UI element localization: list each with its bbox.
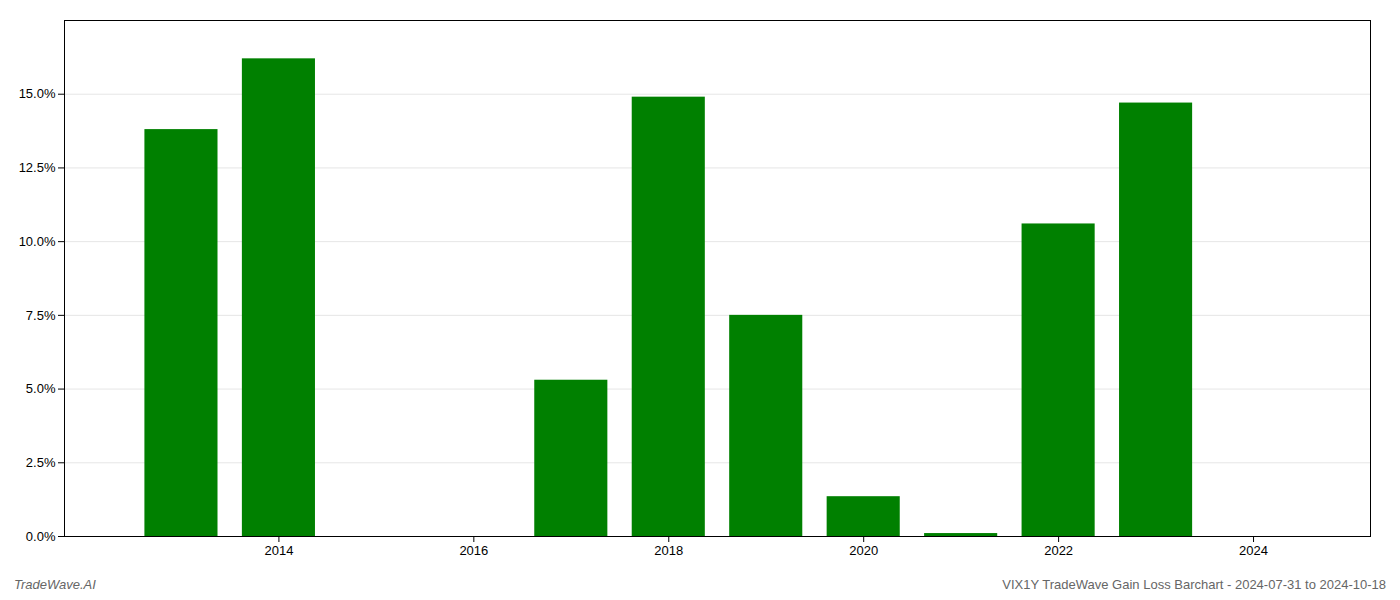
- svg-text:0.0%: 0.0%: [26, 529, 56, 544]
- svg-text:2022: 2022: [1044, 543, 1073, 558]
- svg-text:2024: 2024: [1239, 543, 1268, 558]
- svg-text:10.0%: 10.0%: [19, 234, 56, 249]
- svg-text:2020: 2020: [849, 543, 878, 558]
- svg-text:2018: 2018: [654, 543, 683, 558]
- svg-text:5.0%: 5.0%: [26, 381, 56, 396]
- svg-text:12.5%: 12.5%: [19, 160, 56, 175]
- html-text:TradeWave.AI: TradeWave.AI: [14, 576, 96, 592]
- svg-text:15.0%: 15.0%: [19, 86, 56, 101]
- svg-text:2.5%: 2.5%: [26, 455, 56, 470]
- svg-text:7.5%: 7.5%: [26, 308, 56, 323]
- svg-text:2016: 2016: [459, 543, 488, 558]
- svg-text:2014: 2014: [264, 543, 293, 558]
- html-text:VIX1Y TradeWave Gain Loss Barc: VIX1Y TradeWave Gain Loss Barchart - 202…: [1002, 576, 1386, 592]
